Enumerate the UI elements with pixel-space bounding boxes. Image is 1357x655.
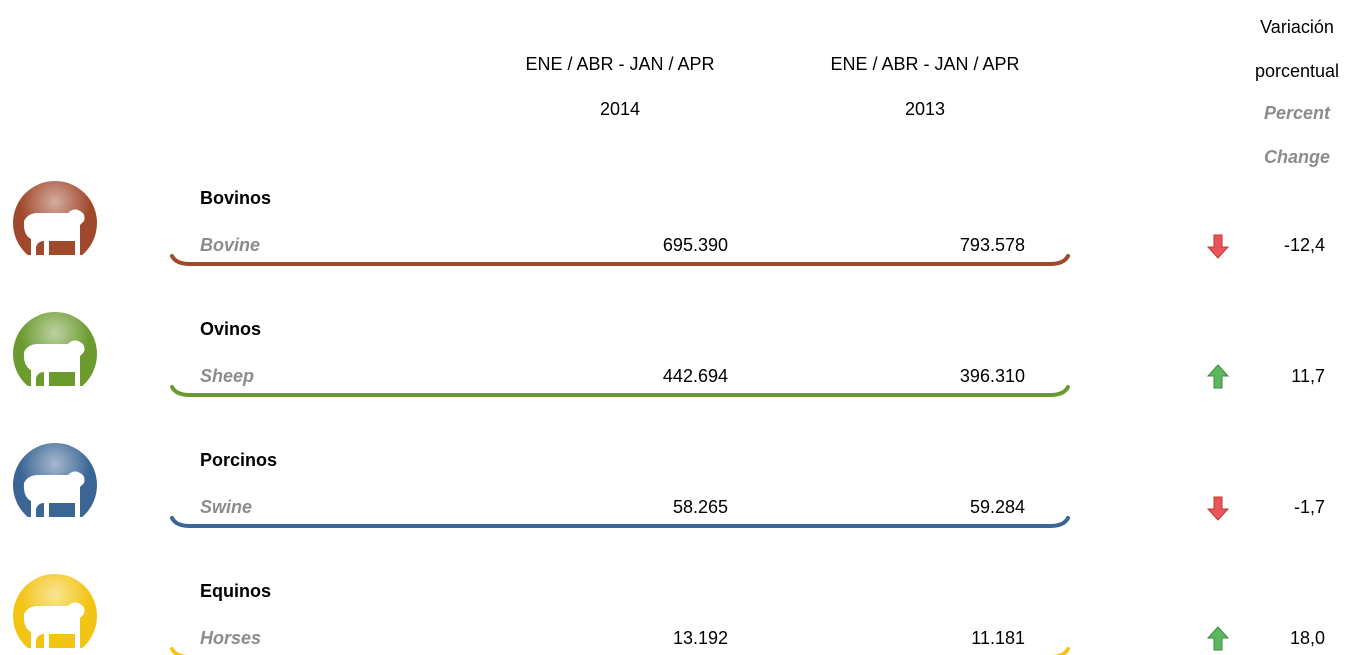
change-value: -12,4 <box>1284 235 1325 255</box>
value-2014: 695.390 <box>663 235 728 255</box>
animal-icon <box>13 443 97 517</box>
change-header-en: Change <box>1264 147 1330 167</box>
change-value: 11,7 <box>1291 366 1325 386</box>
name-es: Porcinos <box>200 450 277 470</box>
animal-icon <box>13 181 97 255</box>
arrow-up <box>1206 364 1230 389</box>
arrow-up <box>1206 626 1230 651</box>
name-en: Sheep <box>200 366 254 386</box>
change-header: porcentual <box>1255 61 1339 81</box>
arrow-down <box>1206 234 1230 259</box>
animal-silhouette <box>23 340 85 386</box>
change-value: -1,7 <box>1294 497 1325 517</box>
value-2013: 793.578 <box>960 235 1025 255</box>
animal-icon <box>13 312 97 386</box>
name-es: Bovinos <box>200 188 271 208</box>
row-underline <box>170 647 1070 655</box>
name-en: Swine <box>200 497 252 517</box>
value-2013: 59.284 <box>970 497 1025 517</box>
animal-silhouette <box>23 471 85 517</box>
name-es: Ovinos <box>200 319 261 339</box>
animal-silhouette <box>23 602 85 648</box>
animal-icon <box>13 574 97 648</box>
value-2014: 13.192 <box>673 628 728 648</box>
value-2013: 396.310 <box>960 366 1025 386</box>
row-underline <box>170 254 1070 266</box>
change-value: 18,0 <box>1290 628 1325 648</box>
name-es: Equinos <box>200 581 271 601</box>
change-header-en: Percent <box>1264 103 1331 123</box>
change-header: Variación <box>1260 17 1334 37</box>
arrow-down <box>1206 496 1230 521</box>
col-period: ENE / ABR - JAN / APR <box>525 54 714 74</box>
name-en: Bovine <box>200 235 260 255</box>
name-en: Horses <box>200 628 261 648</box>
col-year: 2014 <box>600 99 640 119</box>
row-underline <box>170 516 1070 528</box>
animal-silhouette <box>23 209 85 255</box>
value-2014: 58.265 <box>673 497 728 517</box>
col-year: 2013 <box>905 99 945 119</box>
row-underline <box>170 385 1070 397</box>
col-period: ENE / ABR - JAN / APR <box>830 54 1019 74</box>
value-2013: 11.181 <box>971 628 1025 648</box>
value-2014: 442.694 <box>663 366 728 386</box>
